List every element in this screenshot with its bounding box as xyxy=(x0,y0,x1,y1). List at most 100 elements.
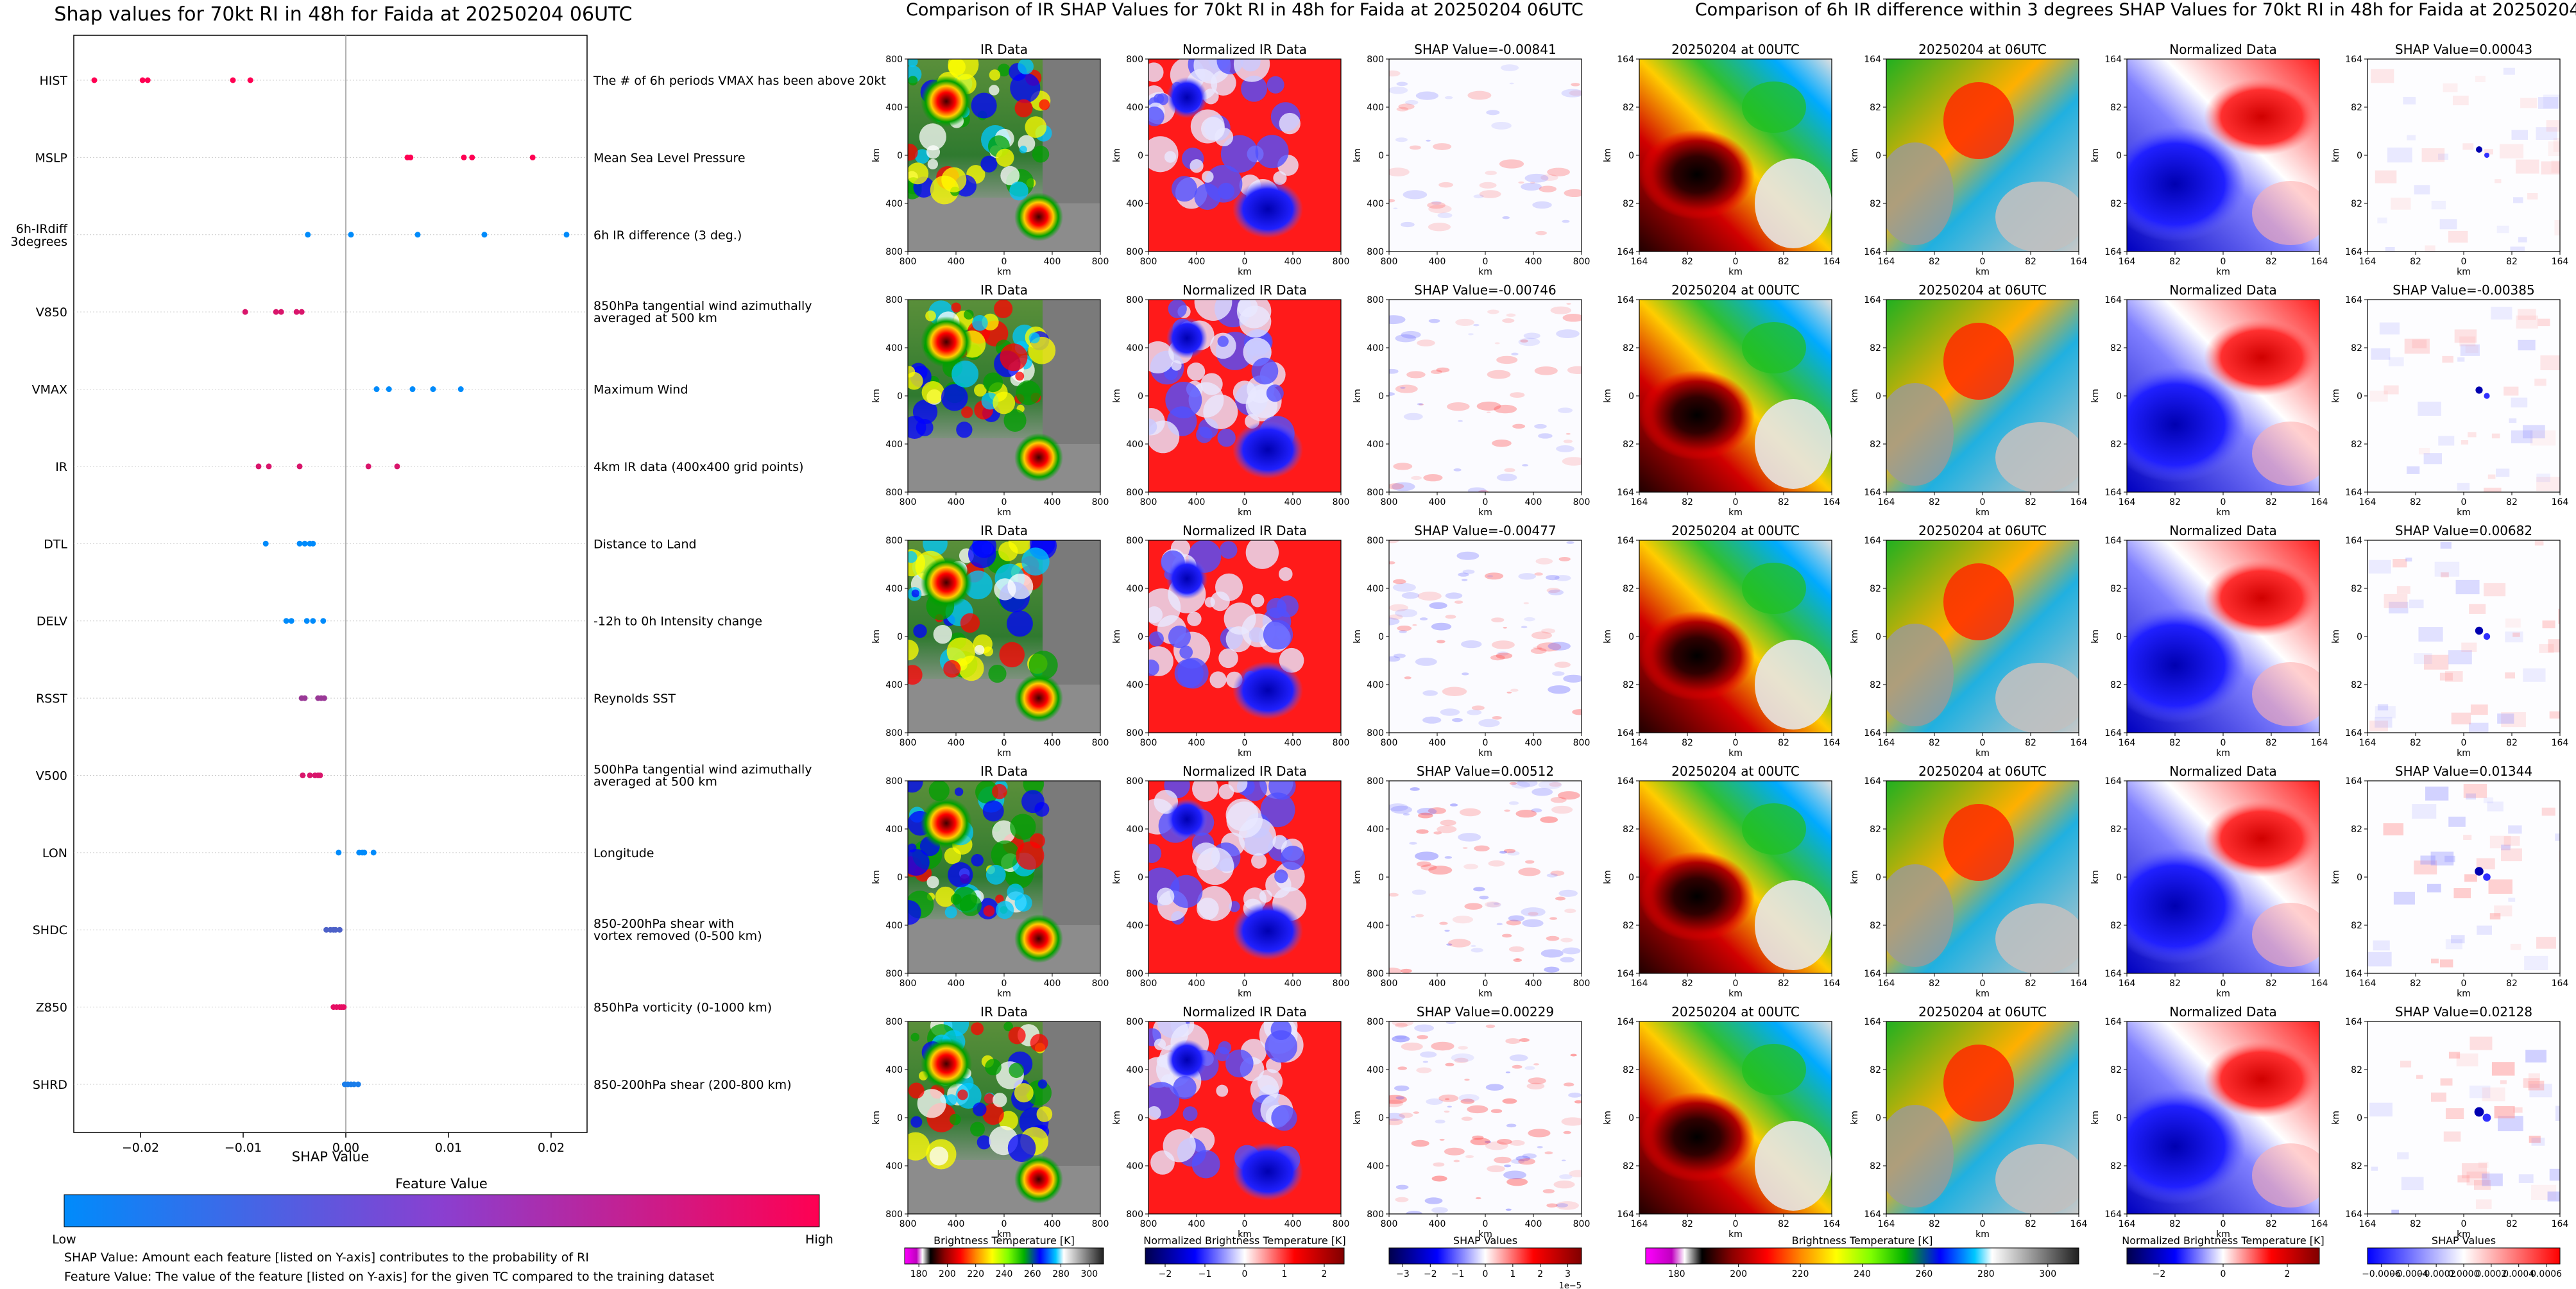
panel-xlabel: km xyxy=(997,508,1011,518)
panel-x-tick-label: 0 xyxy=(2221,1219,2226,1229)
panel-colorbar: SHAP Values−0.0006−0.0004−0.00020.00000.… xyxy=(2362,1234,2562,1279)
panel-y-tick-label: 0 xyxy=(1138,151,1143,161)
panel-y-tick-label: 800 xyxy=(1367,55,1384,65)
panel-x-tick-label: 164 xyxy=(1823,1219,1841,1229)
note-shap: SHAP Value: Amount each feature [listed … xyxy=(64,1251,589,1265)
colorbar-tick-label: 0 xyxy=(1242,1269,1248,1279)
shap-point xyxy=(273,309,279,315)
panel-x-tick-label: 82 xyxy=(2025,497,2036,508)
panel-xlabel: km xyxy=(1238,1229,1252,1240)
panel-y-tick-label: 164 xyxy=(1864,728,1881,738)
panel-x-tick-label: 0 xyxy=(1980,1219,1986,1229)
irdiff-panel: SHAP Value=0.021281641648282008282164164… xyxy=(2331,1004,2568,1240)
panel-x-tick-label: 800 xyxy=(1381,497,1398,508)
colorbar-tick-label: 0.0006 xyxy=(2530,1269,2562,1279)
shap-point xyxy=(296,540,303,547)
panel-ylabel: km xyxy=(1603,389,1613,403)
feature-description: Mean Sea Level Pressure xyxy=(593,151,746,165)
feature-label: HIST xyxy=(39,74,67,88)
panel-x-tick-label: 82 xyxy=(1778,257,1789,267)
panel-y-tick-label: 800 xyxy=(1367,776,1384,787)
panel-y-tick-label: 400 xyxy=(885,921,903,931)
panel-ylabel: km xyxy=(2090,1111,2101,1125)
colorbar-tick-label: 3 xyxy=(1565,1269,1571,1279)
panel-y-tick-label: 82 xyxy=(1870,343,1881,354)
panel-x-tick-label: 800 xyxy=(1092,497,1109,508)
panel-x-tick-label: 164 xyxy=(2359,257,2376,267)
irdiff-panel: 20250204 at 00UTC1641648282008282164164k… xyxy=(1603,764,1840,999)
panel-x-tick-label: 164 xyxy=(2070,1219,2088,1229)
panel-y-tick-label: 82 xyxy=(1870,1161,1881,1172)
panel-y-tick-label: 400 xyxy=(885,440,903,450)
panel-x-tick-label: 0 xyxy=(2461,1219,2467,1229)
panel-title: Normalized IR Data xyxy=(1182,282,1307,298)
panel-x-tick-label: 400 xyxy=(948,738,965,748)
irdiff-panel: 20250204 at 06UTC1641648282008282164164k… xyxy=(1850,1004,2087,1240)
panel-y-tick-label: 82 xyxy=(2351,921,2362,931)
normalized-diff-image xyxy=(2127,540,2319,733)
colorbar-tick-label: 2 xyxy=(1537,1269,1543,1279)
panel-y-tick-label: 82 xyxy=(2351,824,2362,835)
panel-ylabel: km xyxy=(1112,870,1122,884)
panel-y-tick-label: 400 xyxy=(1126,1161,1143,1172)
shap-point xyxy=(298,309,305,315)
panel-x-tick-label: 164 xyxy=(1631,978,1648,989)
panel-y-tick-label: 800 xyxy=(1126,488,1143,498)
panel-y-tick-label: 400 xyxy=(1367,440,1384,450)
ir-panel: Normalized IR Data8008004004000040040080… xyxy=(1112,282,1349,518)
panel-y-tick-label: 400 xyxy=(885,824,903,835)
panel-y-tick-label: 400 xyxy=(885,680,903,690)
panel-x-tick-label: 82 xyxy=(1929,497,1940,508)
panel-x-tick-label: 82 xyxy=(2506,257,2518,267)
shap-point xyxy=(302,540,308,547)
ir-image xyxy=(908,300,1100,492)
panel-x-tick-label: 82 xyxy=(1682,978,1693,989)
panel-y-tick-label: 164 xyxy=(1864,295,1881,305)
colorbar-tick-label: 0 xyxy=(1483,1269,1488,1279)
panel-ylabel: km xyxy=(1352,629,1363,644)
irdiff-panel: SHAP Value=-0.00385164164828200828216416… xyxy=(2331,282,2568,518)
panel-y-tick-label: 164 xyxy=(2345,1209,2362,1220)
panel-xlabel: km xyxy=(1728,989,1743,999)
panel-y-tick-label: 400 xyxy=(1126,103,1143,113)
panel-x-tick-label: 800 xyxy=(1333,738,1350,748)
panel-ylabel: km xyxy=(871,629,882,644)
panel-x-tick-label: 0 xyxy=(1242,978,1248,989)
feature-description: The # of 6h periods VMAX has been above … xyxy=(593,74,886,88)
panel-y-tick-label: 400 xyxy=(1367,199,1384,209)
colorbar-tick-label: −0.0004 xyxy=(2389,1269,2428,1279)
panel-x-tick-label: 0 xyxy=(1242,738,1248,748)
panel-y-tick-label: 0 xyxy=(1628,151,1634,161)
panel-x-tick-label: 82 xyxy=(2169,257,2181,267)
panel-x-tick-label: 82 xyxy=(1778,497,1789,508)
colorbar-tick-label: 240 xyxy=(996,1269,1013,1279)
feature-colorbar-high: High xyxy=(805,1233,833,1247)
feature-description: 850hPa vorticity (0-1000 km) xyxy=(593,1001,772,1015)
panel-x-tick-label: 82 xyxy=(2506,497,2518,508)
feature-label: 6h-IRdiff 3degrees xyxy=(10,222,67,249)
panel-title: SHAP Value=0.00043 xyxy=(2395,42,2532,57)
panel-y-tick-label: 400 xyxy=(885,584,903,594)
panel-x-tick-label: 82 xyxy=(1929,257,1940,267)
panel-y-tick-label: 800 xyxy=(1367,1017,1384,1027)
shap-point xyxy=(469,154,475,160)
panel-x-tick-label: 164 xyxy=(2070,497,2088,508)
ir-panel: SHAP Value=-0.00477800800400400004004008… xyxy=(1352,523,1590,758)
feature-description: Reynolds SST xyxy=(593,692,676,706)
colorbar-tick-label: −1 xyxy=(1198,1269,1212,1279)
panel-y-tick-label: 0 xyxy=(1138,873,1143,883)
panel-title: 20250204 at 00UTC xyxy=(1671,42,1800,57)
shap-point xyxy=(320,618,327,624)
panel-ylabel: km xyxy=(2331,1111,2341,1125)
panel-x-tick-label: 800 xyxy=(1140,257,1157,267)
panel-x-tick-label: 400 xyxy=(948,257,965,267)
panel-y-tick-label: 0 xyxy=(2116,632,2122,642)
panel-y-tick-label: 800 xyxy=(1367,728,1384,738)
normalized-diff-image xyxy=(2127,781,2319,973)
colorbar-tick-label: 200 xyxy=(939,1269,956,1279)
colorbar-label: Brightness Temperature [K] xyxy=(934,1234,1075,1247)
shap-point xyxy=(283,618,289,624)
normalized-ir-image xyxy=(1148,540,1341,733)
panel-xlabel: km xyxy=(2216,1229,2230,1240)
panel-x-tick-label: 400 xyxy=(1525,1219,1542,1229)
